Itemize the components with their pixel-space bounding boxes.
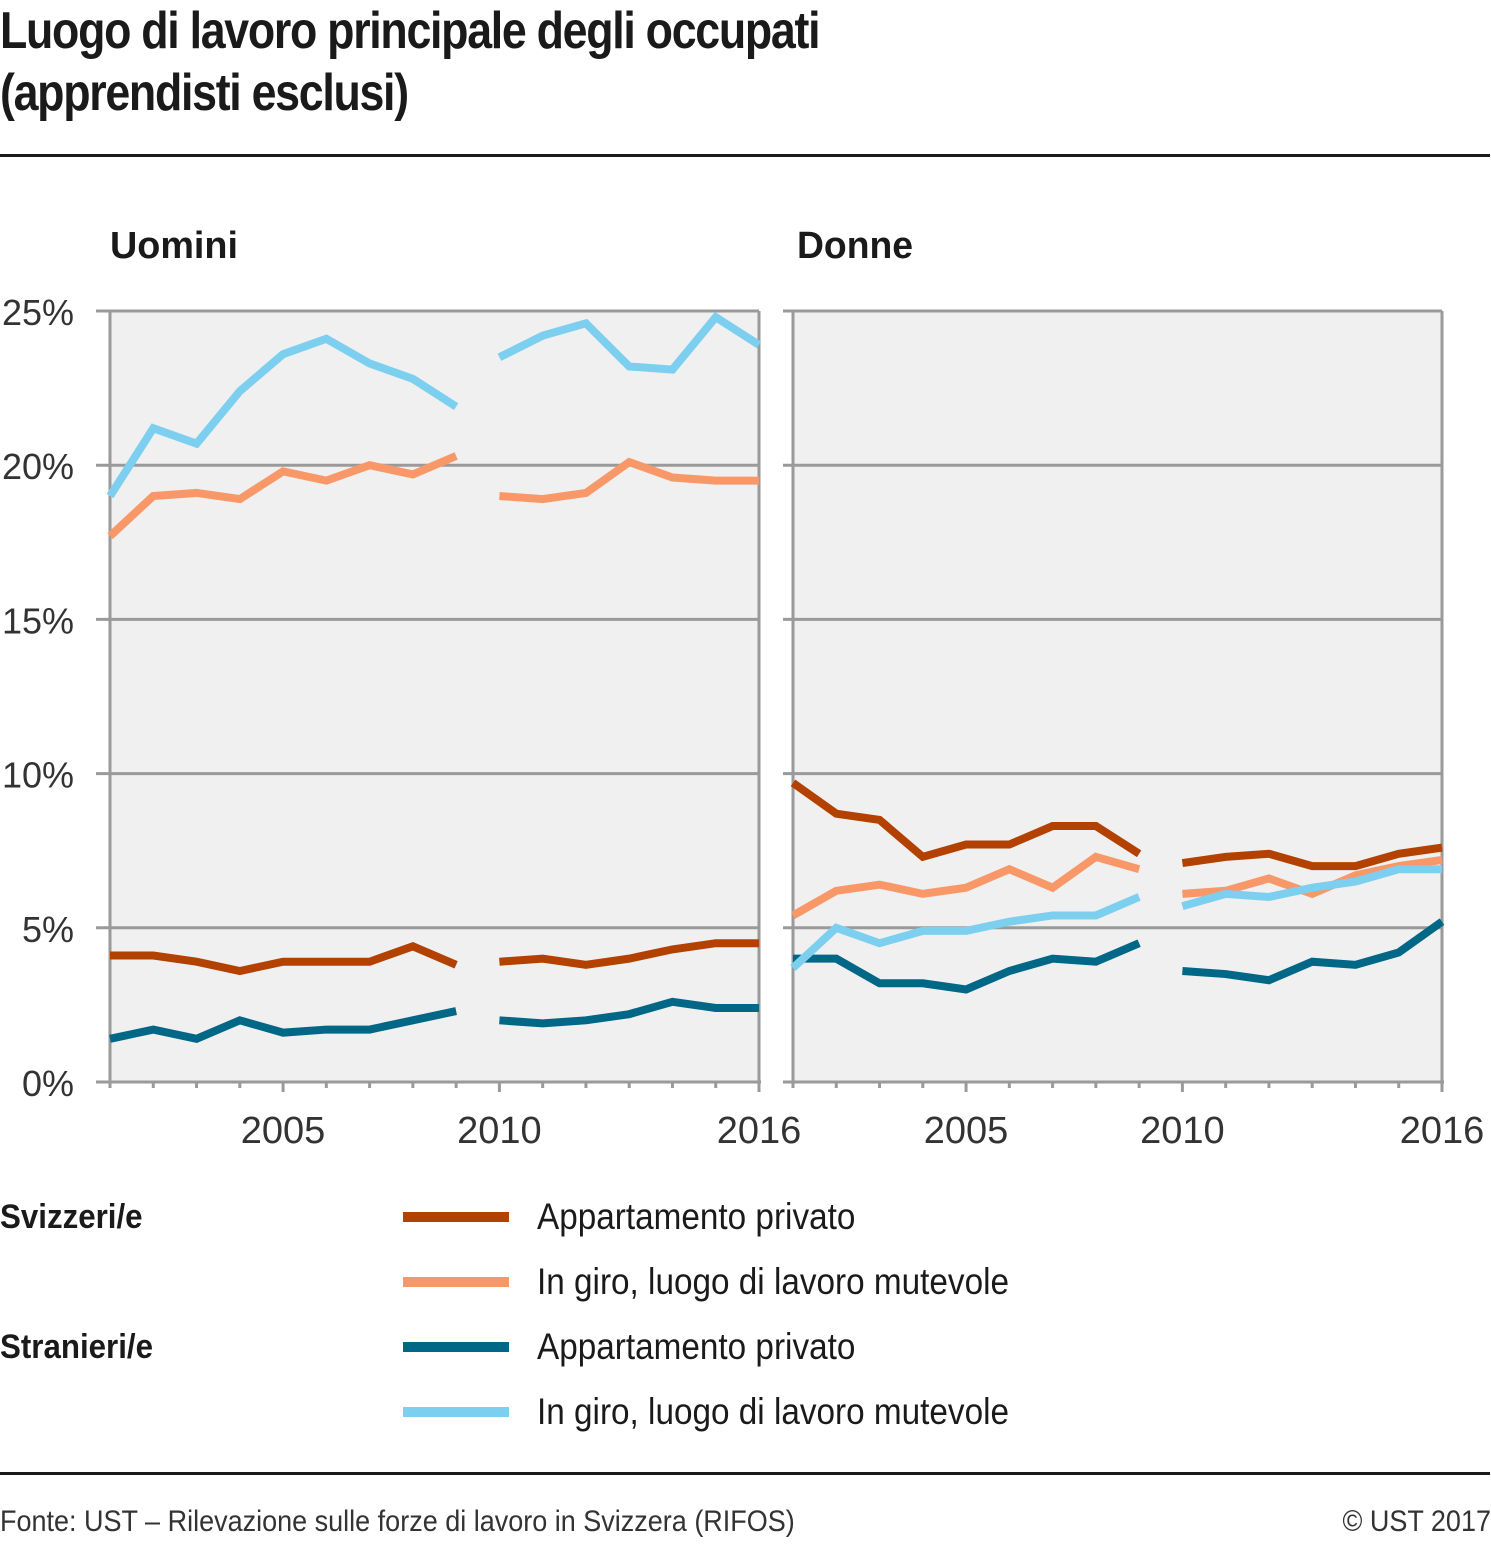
legend-label: Appartamento privato <box>537 1326 856 1367</box>
legend-group-foreign: Stranieri/e <box>0 1328 154 1366</box>
title-line-1: Luogo di lavoro principale degli occupat… <box>0 2 821 60</box>
bottom-rule <box>0 1472 1490 1475</box>
series-line-4-segment-2 <box>497 311 762 374</box>
series-line-3-segment-1 <box>793 939 1141 994</box>
series-line-2-segment-1 <box>107 452 458 540</box>
y-tick-label: 0% <box>22 1063 74 1104</box>
top-rule <box>0 154 1490 157</box>
y-tick-label: 5% <box>22 909 74 950</box>
series-line-1-segment-2 <box>499 939 759 969</box>
legend-swatch <box>403 1212 509 1222</box>
y-tick-label: 20% <box>2 446 74 487</box>
panel-title: Uomini <box>110 225 238 267</box>
source-note: Fonte: UST – Rilevazione sulle forze di … <box>0 1505 795 1538</box>
y-tick-label: 10% <box>2 755 74 796</box>
legend-swatch <box>403 1407 509 1417</box>
panel-title: Donne <box>797 225 913 267</box>
legend-item-swiss-mobile: In giro, luogo di lavoro mutevole <box>403 1261 1061 1302</box>
series-line-2-segment-2 <box>499 457 759 504</box>
x-tick-label: 2005 <box>924 1110 1009 1152</box>
series-line-3-segment-1 <box>109 1007 457 1044</box>
series-line-3-segment-2 <box>499 997 759 1028</box>
title-line-2: (apprendisti esclusi) <box>0 64 409 122</box>
legend-label: In giro, luogo di lavoro mutevole <box>537 1391 1010 1432</box>
series-line-4-segment-2 <box>1181 865 1442 911</box>
series-line-2-segment-1 <box>791 852 1141 919</box>
y-tick-label: 25% <box>2 292 74 333</box>
legend-swatch <box>403 1277 509 1287</box>
legend-item-foreign-mobile: In giro, luogo di lavoro mutevole <box>403 1391 1061 1432</box>
series-line-4-segment-1 <box>106 334 459 499</box>
legend-label: Appartamento privato <box>537 1196 856 1237</box>
chart-area: Uomini 0% 5% 10% 15% 20% 25% 2005 2010 2016 Donne 2… <box>2 225 1485 1152</box>
series-line-1-segment-1 <box>110 942 458 976</box>
series-line-1-segment-1 <box>790 779 1142 862</box>
series-line-4-segment-1 <box>790 893 1141 971</box>
legend-item-foreign-apartment: Appartamento privato <box>403 1326 891 1367</box>
x-tick-label: 2005 <box>241 1110 326 1152</box>
copyright: © UST 2017 <box>1342 1505 1491 1538</box>
x-tick-label: 2016 <box>1400 1110 1485 1152</box>
series-line-3-segment-2 <box>1182 918 1445 985</box>
legend-swatch <box>403 1342 509 1352</box>
x-tick-label: 2010 <box>457 1110 542 1152</box>
legend-group-swiss: Svizzeri/e <box>0 1198 143 1236</box>
y-tick-label: 15% <box>2 600 74 641</box>
legend-label: In giro, luogo di lavoro mutevole <box>537 1261 1010 1302</box>
x-tick-label: 2016 <box>717 1110 802 1152</box>
series-line-1-segment-2 <box>1181 843 1443 871</box>
legend-item-swiss-apartment: Appartamento privato <box>403 1196 891 1237</box>
x-tick-label: 2010 <box>1140 1110 1225 1152</box>
chart-title: Luogo di lavoro principale degli occupat… <box>0 0 821 124</box>
